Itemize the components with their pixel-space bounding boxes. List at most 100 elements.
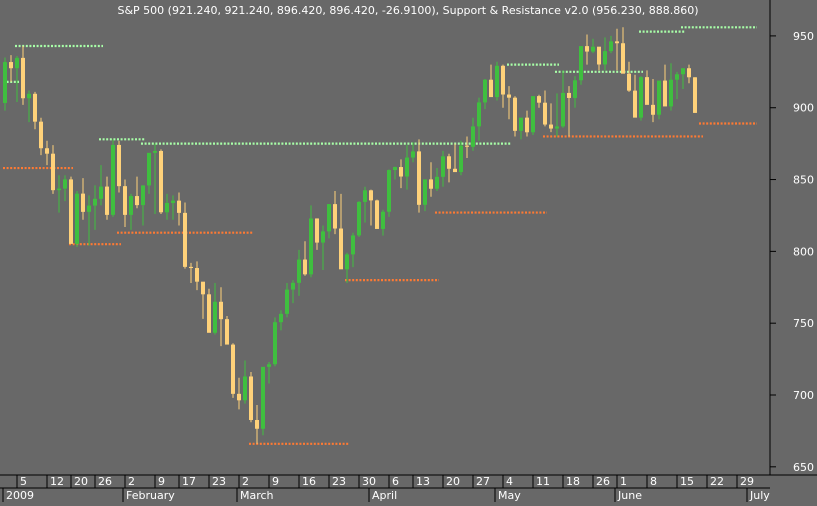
candle-body xyxy=(387,170,391,212)
candle xyxy=(333,191,337,235)
candle xyxy=(507,86,511,120)
candle xyxy=(171,195,175,220)
candle-body xyxy=(615,41,619,44)
candle-body xyxy=(105,186,109,215)
x-tick-label: 2 xyxy=(242,475,249,488)
x-month-label: June xyxy=(617,489,642,502)
candle-body xyxy=(9,62,13,69)
candle-body xyxy=(381,211,385,229)
candle xyxy=(63,175,67,202)
candle-body xyxy=(477,102,481,127)
candle xyxy=(519,117,523,140)
candle xyxy=(663,64,667,107)
candle-body xyxy=(327,204,331,232)
candle-body xyxy=(405,157,409,177)
candle xyxy=(483,79,487,110)
x-tick-label: 20 xyxy=(446,475,460,488)
candle xyxy=(681,68,685,90)
candle-body xyxy=(411,151,415,158)
candle xyxy=(453,143,457,173)
candle-body xyxy=(309,218,313,275)
candle-body xyxy=(351,235,355,255)
candle-body xyxy=(417,151,421,205)
resistance-lines xyxy=(3,26,757,145)
candle xyxy=(465,136,469,158)
x-tick-label: 16 xyxy=(302,475,316,488)
candle xyxy=(495,61,499,101)
x-month-label: March xyxy=(240,489,274,502)
candle-body xyxy=(495,65,499,98)
candle-body xyxy=(657,80,661,115)
candle-body xyxy=(153,150,157,153)
candle xyxy=(339,193,343,270)
candle-body xyxy=(507,94,511,98)
candle-body xyxy=(471,126,475,147)
candle-body xyxy=(375,200,379,229)
candle-body xyxy=(243,376,247,401)
x-tick-label: 6 xyxy=(392,475,399,488)
x-tick-label: 29 xyxy=(740,475,754,488)
candle xyxy=(135,176,139,209)
candle xyxy=(213,282,217,335)
x-tick-label: 30 xyxy=(362,475,376,488)
candle-body xyxy=(135,196,139,206)
candle xyxy=(669,63,673,111)
candle-body xyxy=(231,344,235,394)
candle xyxy=(441,150,445,187)
candle xyxy=(309,205,313,278)
candle-body xyxy=(177,200,181,213)
candle xyxy=(543,90,547,127)
candle xyxy=(363,186,367,223)
candle-body xyxy=(489,79,493,98)
candle-body xyxy=(639,77,643,118)
candle xyxy=(33,91,37,130)
candle xyxy=(645,70,649,105)
candle-body xyxy=(537,96,541,103)
candle xyxy=(489,64,493,98)
candle-body xyxy=(45,148,49,154)
candle-body xyxy=(645,77,649,105)
candle xyxy=(315,218,319,250)
candle xyxy=(45,140,49,166)
candle xyxy=(39,117,43,156)
candle xyxy=(273,317,277,367)
candle-body xyxy=(273,322,277,365)
candle xyxy=(195,261,199,291)
candle xyxy=(627,61,631,92)
x-tick-label: 2 xyxy=(128,475,135,488)
y-tick-label: 800 xyxy=(793,245,814,258)
candle-body xyxy=(117,144,121,187)
y-tick-label: 650 xyxy=(793,461,814,474)
y-tick-label: 950 xyxy=(793,30,814,43)
candle xyxy=(243,360,247,404)
candle xyxy=(387,169,391,217)
candle-body xyxy=(93,198,97,206)
candle-body xyxy=(429,179,433,189)
candle xyxy=(657,80,661,120)
candle-body xyxy=(423,179,427,205)
candle-body xyxy=(15,57,19,69)
candle-body xyxy=(33,93,37,122)
candle-body xyxy=(57,188,61,191)
y-axis-ticks: 950 900 850 800 750 700 650 xyxy=(770,30,814,474)
candle xyxy=(231,343,235,398)
candle xyxy=(585,34,589,65)
candle-body xyxy=(3,62,7,103)
candle xyxy=(429,162,433,197)
candle xyxy=(405,145,409,190)
candle-body xyxy=(141,185,145,206)
candle-body xyxy=(147,152,151,186)
x-tick-label: 17 xyxy=(182,475,196,488)
candle-body xyxy=(669,79,673,107)
x-tick-label: 22 xyxy=(710,475,724,488)
candle xyxy=(513,96,517,137)
candle-body xyxy=(213,301,217,333)
candle-body xyxy=(261,366,265,429)
candle xyxy=(369,189,373,226)
candle xyxy=(75,191,79,248)
x-month-label: April xyxy=(372,489,397,502)
candle-body xyxy=(447,156,451,169)
y-tick-label: 900 xyxy=(793,102,814,115)
